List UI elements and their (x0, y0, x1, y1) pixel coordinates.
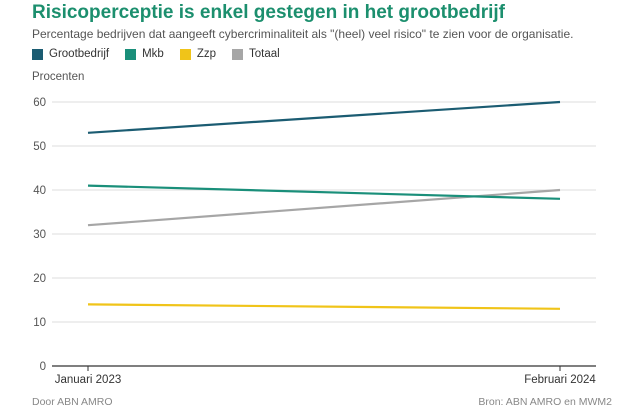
chart-title: Risicoperceptie is enkel gestegen in het… (32, 2, 505, 23)
y-tick-label-20: 20 (33, 273, 46, 285)
legend-item-totaal: Totaal (232, 48, 280, 60)
legend-swatch-totaal (232, 48, 243, 60)
y-tick-label-40: 40 (33, 185, 46, 197)
legend-swatch-mkb (125, 48, 137, 60)
legend-label-mkb: Mkb (142, 48, 164, 60)
x-tick-label-0: Januari 2023 (55, 374, 122, 386)
legend-item-mkb: Mkb (125, 48, 164, 60)
y-tick-label-50: 50 (33, 141, 46, 153)
legend-swatch-grootbedrijf (32, 48, 43, 60)
footer-source: Bron: ABN AMRO en MWM2 (478, 396, 612, 408)
chart-subtitle: Percentage bedrijven dat aangeeft cyberc… (32, 27, 574, 41)
y-axis-unit-label: Procenten (32, 71, 85, 83)
series-line-zzp (87, 303, 561, 310)
y-tick-label-30: 30 (33, 229, 46, 241)
legend-label-grootbedrijf: Grootbedrijf (49, 48, 110, 60)
legend-label-zzp: Zzp (196, 48, 216, 60)
series-line-mkb (87, 184, 561, 200)
y-tick-label-10: 10 (33, 317, 46, 329)
footer-credit: Door ABN AMRO (32, 396, 113, 408)
y-tick-label-0: 0 (40, 361, 46, 373)
legend-label-totaal: Totaal (249, 48, 280, 60)
x-tick-label-1: Februari 2024 (524, 374, 596, 386)
series-line-grootbedrijf (87, 100, 561, 134)
legend-item-zzp: Zzp (179, 48, 216, 60)
legend-swatch-zzp (179, 48, 191, 60)
series-line-totaal (87, 188, 561, 227)
y-tick-label-60: 60 (33, 97, 46, 109)
legend-item-grootbedrijf: Grootbedrijf (32, 48, 109, 60)
legend: Grootbedrijf Mkb Zzp Totaal (32, 48, 280, 60)
